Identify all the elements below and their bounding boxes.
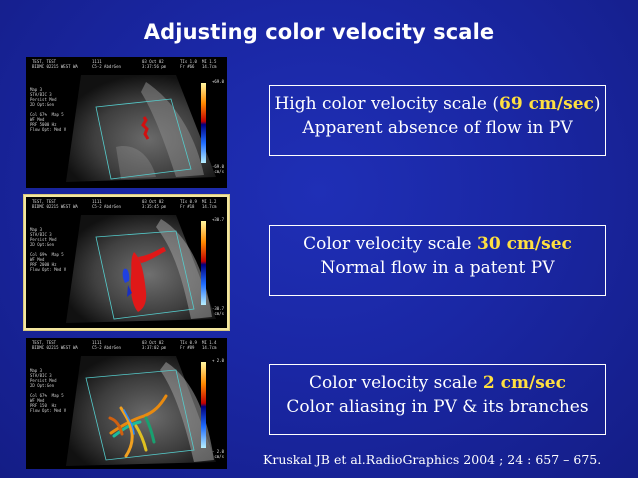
site-label: BIDMC 02215 WEST WA	[32, 204, 78, 209]
caption-box-low-scale: Color velocity scale 2 cm/sec Color alia…	[269, 364, 606, 435]
frame-rate: Fr #18	[180, 204, 195, 209]
velocity-value: 30 cm/sec	[477, 234, 572, 254]
caption-line-1: Color velocity scale 2 cm/sec	[270, 371, 605, 395]
probe-label: C5-2 AbdrGen	[92, 345, 121, 350]
scale-top-label: + 2.0	[211, 358, 224, 363]
ti-value: TIs 0.9	[180, 199, 197, 204]
ultrasound-header: TEST, TEST BIDMC 02215 WEST WA 1111 C5-2…	[32, 59, 223, 73]
ultrasound-scan	[66, 356, 216, 466]
scale-bottom-label: -69.0	[211, 164, 224, 169]
ultrasound-scan	[66, 215, 216, 323]
exam-time: 3:37:02 pm	[142, 345, 167, 350]
depth-value: 14.7cm	[202, 64, 217, 69]
ultrasound-image-high-scale: TEST, TEST BIDMC 02215 WEST WA 1111 C5-2…	[26, 57, 227, 188]
mi-value: MI 1.4	[202, 340, 217, 345]
scale-units-label: cm/s	[214, 311, 224, 316]
patient-name: TEST, TEST	[32, 59, 57, 64]
ultrasound-scan	[66, 75, 216, 182]
scale-units-label: cm/s	[214, 454, 224, 459]
exam-date: 03 Oct 02	[142, 199, 164, 204]
exam-id: 1111	[92, 199, 102, 204]
patient-name: TEST, TEST	[32, 340, 57, 345]
exam-date: 03 Oct 02	[142, 340, 164, 345]
velocity-value: 2 cm/sec	[482, 373, 566, 393]
caption-line-2: Apparent absence of flow in PV	[302, 118, 573, 138]
scale-top-label: +69.0	[211, 79, 224, 84]
caption-text: High color velocity scale (	[274, 94, 499, 114]
caption-box-high-scale: High color velocity scale (69 cm/sec) Ap…	[269, 85, 606, 156]
exam-id: 1111	[92, 340, 102, 345]
ti-value: TIs 1.0	[180, 59, 197, 64]
caption-text: Color velocity scale	[309, 373, 483, 393]
scale-top-label: +30.7	[211, 217, 224, 222]
ultrasound-params: Map 3 STA/BIC 3 Persist Med 2D Opt:Gen C…	[30, 227, 67, 272]
caption-line-1: Color velocity scale 30 cm/sec	[270, 232, 605, 256]
caption-line-2: Color aliasing in PV & its branches	[286, 397, 589, 417]
ultrasound-params: Map 3 STA/BIC 3 Persist Med 2D Opt:Gen C…	[30, 368, 67, 413]
probe-label: C5-2 AbdrGen	[92, 64, 121, 69]
mi-value: MI 1.5	[202, 59, 217, 64]
exam-time: 3:35:45 pm	[142, 204, 167, 209]
scale-bottom-label: - 2.0	[211, 449, 224, 454]
scale-units-label: cm/s	[214, 169, 224, 174]
exam-id: 1111	[92, 59, 102, 64]
depth-value: 14.7cm	[202, 345, 217, 350]
caption-text: Color velocity scale	[303, 234, 477, 254]
frame-rate: Fr #66	[180, 64, 195, 69]
ultrasound-image-normal-scale: TEST, TEST BIDMC 02215 WEST WA 1111 C5-2…	[24, 195, 229, 330]
citation: Kruskal JB et al.RadioGraphics 2004 ; 24…	[263, 452, 602, 467]
depth-value: 14.7cm	[202, 204, 217, 209]
mi-value: MI 1.2	[202, 199, 217, 204]
slide-title: Adjusting color velocity scale	[143, 20, 495, 44]
frame-rate: Fr #89	[180, 345, 195, 350]
site-label: BIDMC 02215 WEST WA	[32, 64, 78, 69]
probe-label: C5-2 AbdrGen	[92, 204, 121, 209]
ultrasound-header: TEST, TEST BIDMC 02215 WEST WA 1111 C5-2…	[32, 199, 223, 213]
velocity-value: 69 cm/sec	[499, 94, 594, 114]
caption-box-normal-scale: Color velocity scale 30 cm/sec Normal fl…	[269, 225, 606, 296]
scale-bottom-label: -30.7	[211, 306, 224, 311]
exam-time: 3:37:56 pm	[142, 64, 167, 69]
ultrasound-header: TEST, TEST BIDMC 02215 WEST WA 1111 C5-2…	[32, 340, 223, 354]
ultrasound-params: Map 3 STA/BIC 3 Persist Med 2D Opt:Gen C…	[30, 87, 67, 132]
exam-date: 03 Oct 02	[142, 59, 164, 64]
caption-text: )	[593, 94, 601, 114]
ti-value: TIs 0.9	[180, 340, 197, 345]
patient-name: TEST, TEST	[32, 199, 57, 204]
caption-line-1: High color velocity scale (69 cm/sec)	[270, 92, 605, 116]
caption-line-2: Normal flow in a patent PV	[320, 258, 555, 278]
site-label: BIDMC 02215 WEST WA	[32, 345, 78, 350]
ultrasound-image-low-scale: TEST, TEST BIDMC 02215 WEST WA 1111 C5-2…	[26, 338, 227, 469]
